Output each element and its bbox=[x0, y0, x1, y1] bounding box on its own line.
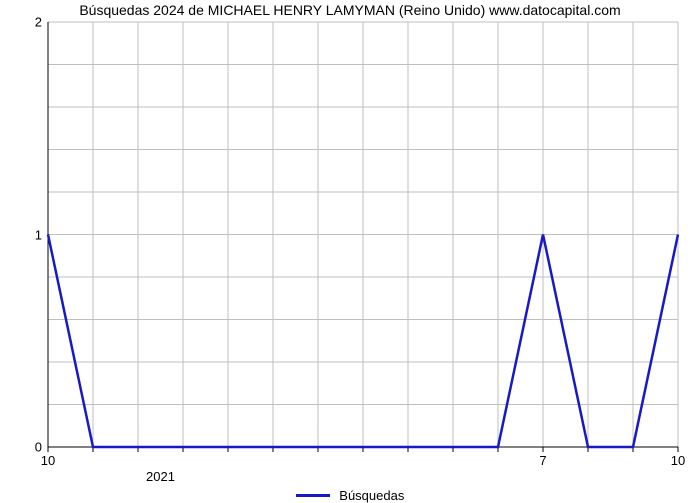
x-tick-label: 10 bbox=[41, 453, 55, 468]
legend-swatch bbox=[296, 494, 330, 497]
x-tick-label: 10 bbox=[671, 453, 685, 468]
plot-area bbox=[0, 0, 700, 500]
y-tick-label: 0 bbox=[12, 440, 42, 455]
y-tick-label: 2 bbox=[12, 15, 42, 30]
x-tick-label: 7 bbox=[539, 453, 546, 468]
x-sub-label: 2021 bbox=[146, 469, 175, 484]
chart-container: Búsquedas 2024 de MICHAEL HENRY LAMYMAN … bbox=[0, 0, 700, 500]
legend-label: Búsquedas bbox=[339, 488, 404, 503]
legend: Búsquedas bbox=[0, 487, 700, 503]
y-tick-label: 1 bbox=[12, 227, 42, 242]
